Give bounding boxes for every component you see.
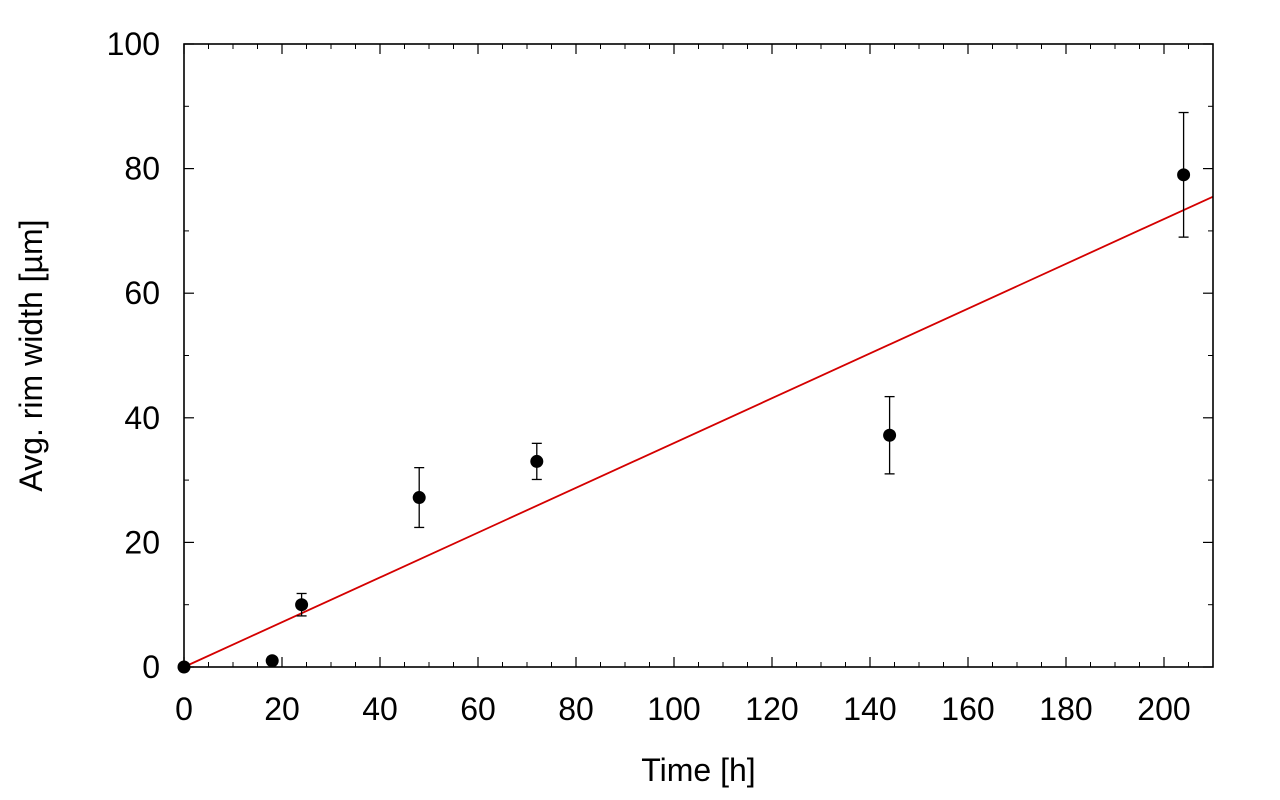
- y-axis-label: Avg. rim width [µm]: [13, 219, 49, 491]
- data-point: [295, 598, 309, 612]
- data-point: [265, 654, 279, 668]
- major-ticks: [183, 43, 1213, 668]
- data-point: [412, 491, 426, 505]
- y-tick-label: 20: [124, 524, 160, 560]
- x-tick-label: 40: [362, 691, 398, 727]
- x-tick-label: 0: [175, 691, 193, 727]
- x-tick-label: 120: [745, 691, 798, 727]
- data-point: [530, 454, 544, 468]
- error-bars-layer: [296, 111, 1189, 617]
- y-tick-label: 60: [124, 275, 160, 311]
- data-point: [883, 428, 897, 442]
- x-tick-label: 200: [1137, 691, 1190, 727]
- plot-frame: [183, 43, 1214, 668]
- x-tick-labels: 0 20 40 60 80 100 120 140 160 180 200: [175, 691, 1191, 727]
- y-tick-label: 100: [107, 26, 160, 62]
- x-tick-label: 180: [1039, 691, 1092, 727]
- y-tick-label: 0: [142, 649, 160, 685]
- y-tick-labels: 0 20 40 60 80 100: [107, 26, 160, 685]
- y-tick-label: 40: [124, 400, 160, 436]
- x-tick-label: 20: [264, 691, 300, 727]
- x-tick-label: 100: [647, 691, 700, 727]
- x-tick-label: 80: [558, 691, 594, 727]
- data-point: [1177, 168, 1191, 182]
- x-tick-label: 160: [941, 691, 994, 727]
- minor-ticks: [184, 44, 1214, 667]
- x-axis-label: Time [h]: [641, 752, 755, 788]
- y-tick-label: 80: [124, 151, 160, 187]
- fit-line-layer: [183, 195, 1214, 668]
- fit-line: [183, 195, 1214, 668]
- x-tick-label: 140: [843, 691, 896, 727]
- x-tick-label: 60: [460, 691, 496, 727]
- data-points-layer: [177, 168, 1191, 674]
